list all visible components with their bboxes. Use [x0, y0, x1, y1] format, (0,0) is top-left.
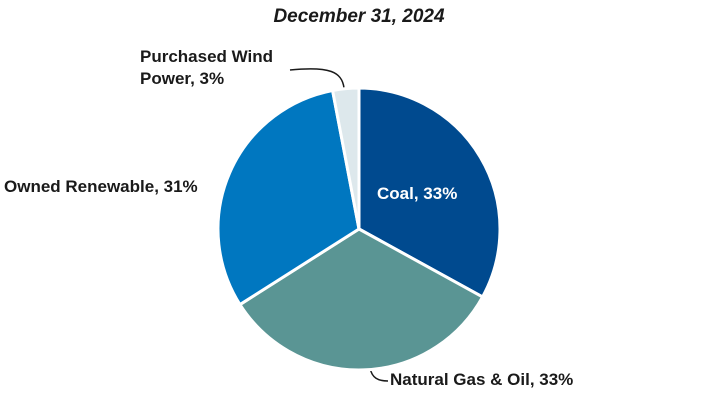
chart-title: December 31, 2024 — [273, 6, 445, 27]
slice-label: Coal, 33% — [377, 184, 458, 203]
slice-label: Owned Renewable, 31% — [4, 177, 198, 196]
pie-slice — [331, 86, 361, 231]
pie-slice — [238, 227, 485, 372]
pie-slice — [357, 86, 502, 299]
slice-label: Natural Gas & Oil, 33% — [390, 370, 574, 389]
slice-label: Purchased Wind Power, 3% — [140, 47, 274, 88]
leader-line — [289, 68, 345, 89]
pie-slice — [216, 88, 361, 307]
